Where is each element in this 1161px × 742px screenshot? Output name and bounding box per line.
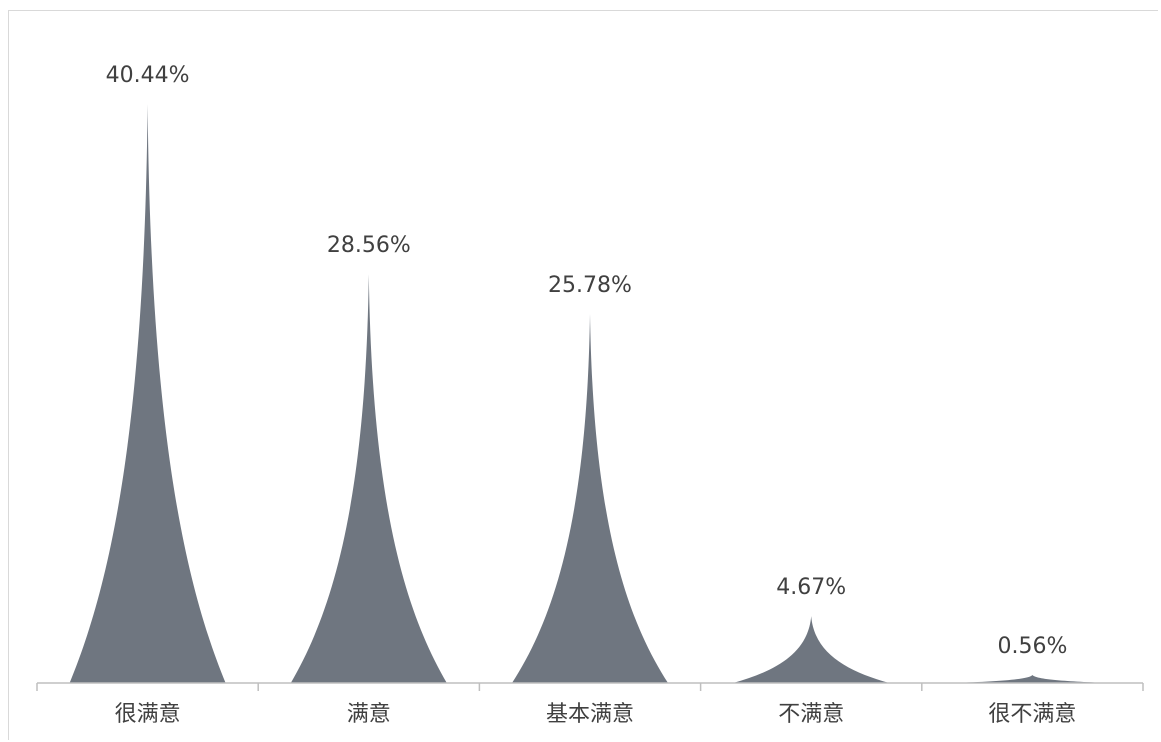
category-labels: 很满意 满意 基本满意 不满意 很不满意 [115,702,1077,727]
bar-4 [954,674,1111,683]
x-tick-label: 很不满意 [988,702,1076,727]
bar-0 [69,104,226,683]
bars-group [69,104,1111,683]
data-label: 25.78% [548,273,632,298]
data-label: 40.44% [106,63,190,88]
x-axis [36,682,1144,691]
bar-1 [290,274,447,683]
x-tick-label: 很满意 [115,702,181,727]
bar-3 [733,616,890,683]
x-tick-label: 不满意 [778,702,844,727]
x-tick-label: 基本满意 [546,702,634,727]
chart-frame [8,10,1158,740]
bar-2 [512,313,668,683]
data-label: 4.67% [776,575,846,600]
value-labels: 40.44% 28.56% 25.78% 4.67% 0.56% [106,63,1068,659]
x-tick-label: 满意 [347,702,391,727]
data-label: 28.56% [327,233,411,258]
data-label: 0.56% [997,634,1067,659]
